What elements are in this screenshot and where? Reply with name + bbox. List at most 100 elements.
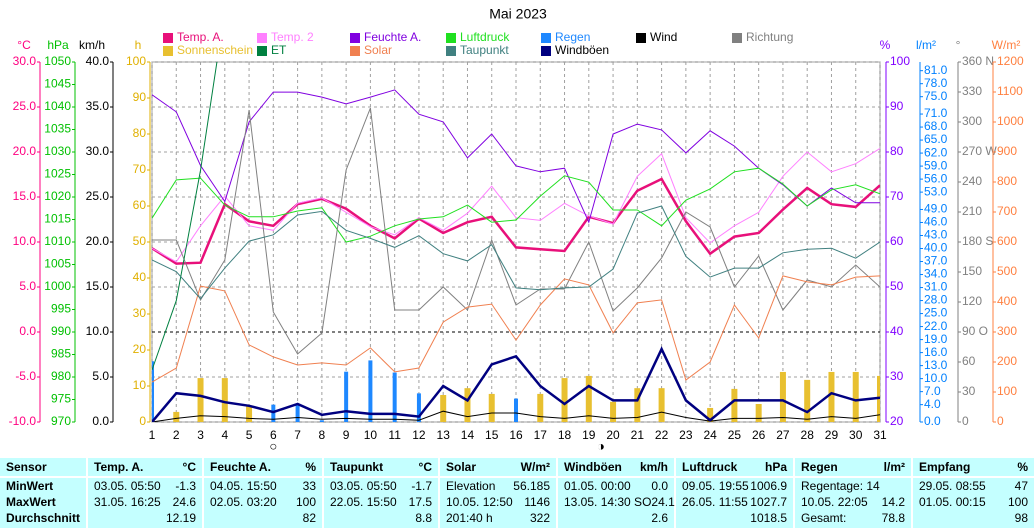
table-header: Windböen km/h <box>558 458 674 478</box>
x-tick-label: 23 <box>679 428 693 442</box>
legend-swatch <box>636 33 646 43</box>
table-column: Windböen km/h 01.05. 00:00 0.0 13.05. 14:30 … <box>558 458 675 528</box>
cell-text: Solar <box>446 460 477 474</box>
y-tick-label: 600 <box>997 234 1017 248</box>
y-tick-label: 1000 <box>997 114 1024 128</box>
cell-text: 04.05. 15:50 <box>210 479 277 493</box>
y-tick-label: 10 <box>133 378 147 392</box>
y-tick-label: 30.0 <box>86 144 110 158</box>
y-tick-label: 16.0 <box>924 345 948 359</box>
series-layer <box>152 62 880 422</box>
y-tick-label: 20 <box>890 414 904 428</box>
table-cell: 26.05. 11:55 1027.7 <box>676 494 793 510</box>
x-tick-label: 9 <box>343 428 350 442</box>
x-tick-label: 3 <box>197 428 204 442</box>
cell-text: % <box>305 460 316 474</box>
x-tick-label: 12 <box>412 428 426 442</box>
cell-text: % <box>1017 460 1028 474</box>
y-tick-label: 210 <box>962 204 982 218</box>
cell-text: Taupunkt <box>330 460 384 474</box>
y-tick-label: -10.0 <box>9 414 37 428</box>
cell-text: 1027.7 <box>750 495 787 509</box>
x-tick-label: 30 <box>849 428 863 442</box>
cell-text: W/m² <box>520 460 550 474</box>
cell-text: 17.5 <box>408 495 432 509</box>
table-cell: 12.19 <box>88 510 202 526</box>
y-tick-label: 15.0 <box>86 279 110 293</box>
legend-label: Windböen <box>555 43 609 57</box>
y-tick-label: 49.0 <box>924 202 948 216</box>
y-tick-label: 900 <box>997 144 1017 158</box>
bar <box>585 375 592 422</box>
axis-title: % <box>880 38 891 52</box>
table-column: Regen l/m² Regentage: 14 10.05. 22:05 14.2 Ge… <box>795 458 911 528</box>
y-tick-label: 1035 <box>44 122 71 136</box>
table-cell: Gesamt: 78.8 <box>795 510 911 526</box>
series-line <box>152 410 880 422</box>
y-tick-label: 120 <box>962 294 982 308</box>
y-tick-label: 75.0 <box>924 89 948 103</box>
cell-text: 31.05. 16:25 <box>94 495 161 509</box>
bar <box>152 361 154 422</box>
summary-table: Sensor MinWert MaxWert Durchschnitt Temp. A.… <box>0 458 1036 528</box>
y-tick-label: 0 <box>997 414 1004 428</box>
table-cell: 98 <box>913 510 1034 526</box>
table-cell: Elevation 56.185 <box>440 478 556 494</box>
legend-swatch <box>163 33 173 43</box>
series-line <box>152 205 880 300</box>
bar <box>707 407 714 422</box>
y-tick-label: 1005 <box>44 257 71 271</box>
y-tick-label: 1020 <box>44 189 71 203</box>
y-tick-label: 25.0 <box>924 306 948 320</box>
y-tick-label: 0.0 <box>924 414 941 428</box>
table-column: Taupunkt °C 03.05. 05:50 -1.7 22.05. 15:50 17… <box>324 458 438 528</box>
y-tick-label: 71.0 <box>924 106 948 120</box>
y-tick-label: 46.0 <box>924 215 948 229</box>
legend-label: Temp. 2 <box>271 30 314 44</box>
legend-label: Temp. A. <box>177 30 224 44</box>
x-tick-label: 4 <box>221 428 228 442</box>
cell-text: 56.185 <box>513 479 550 493</box>
y-tick-label: 995 <box>51 302 71 316</box>
cell-text: MinWert <box>6 479 54 493</box>
y-tick-label: 10.0 <box>924 371 948 385</box>
y-tick-label: 28.0 <box>924 293 948 307</box>
y-tick-label: 700 <box>997 204 1017 218</box>
x-tick-label: 25 <box>728 428 742 442</box>
y-tick-label: 0 <box>962 414 969 428</box>
bar <box>537 393 544 422</box>
cell-text: 09.05. 19:55 <box>682 479 749 493</box>
table-cell: 2.6 <box>558 510 674 526</box>
y-tick-label: 40.0 <box>86 54 110 68</box>
y-tick-label: 1015 <box>44 212 71 226</box>
legend-label: Wind <box>650 30 677 44</box>
x-tick-label: 7 <box>294 428 301 442</box>
y-tick-label: 0.0 <box>19 324 36 338</box>
series-line <box>152 167 880 243</box>
y-tick-label: 300 <box>997 324 1017 338</box>
y-tick-label: 15.0 <box>13 189 37 203</box>
y-tick-label: 37.0 <box>924 254 948 268</box>
y-tick-label: 68.0 <box>924 119 948 133</box>
legend-label: Richtung <box>746 30 793 44</box>
y-tick-label: 270 W <box>962 144 997 158</box>
bar <box>804 379 811 422</box>
legend-label: Feuchte A. <box>364 30 421 44</box>
y-tick-label: 19.0 <box>924 332 948 346</box>
table-column: Sensor MinWert MaxWert Durchschnitt <box>0 458 86 528</box>
table-cell: 03.05. 05:50 -1.3 <box>88 478 202 494</box>
cell-text: hPa <box>764 460 787 474</box>
table-column: Solar W/m² Elevation 56.185 10.05. 12:50 1146… <box>440 458 556 528</box>
y-tick-label: 1030 <box>44 144 71 158</box>
y-tick-label: 90 O <box>962 324 988 338</box>
y-tick-label: 30 <box>890 369 904 383</box>
series-line <box>152 346 880 422</box>
y-tick-label: 30 <box>962 384 976 398</box>
table-header: Luftdruck hPa <box>676 458 793 478</box>
cell-text: 0.0 <box>651 479 668 493</box>
bar <box>464 388 471 422</box>
cell-text: Sensor <box>6 460 47 474</box>
bar <box>828 371 835 422</box>
table-cell: 13.05. 14:30 SO 24.1 <box>558 494 675 510</box>
